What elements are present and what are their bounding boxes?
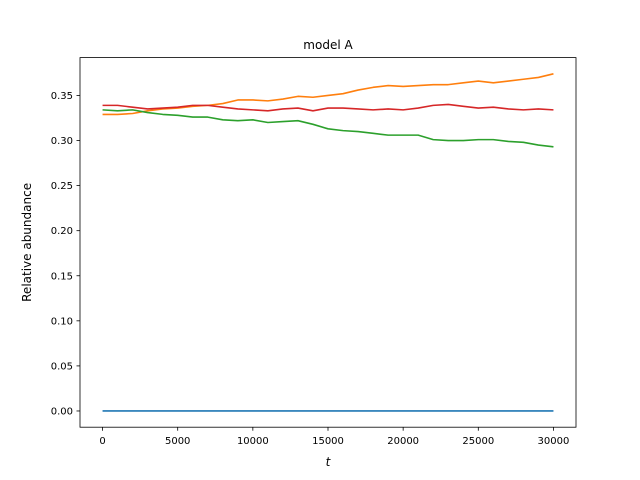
series-line-2 <box>102 103 554 112</box>
y-axis-label: Relative abundance <box>20 183 34 302</box>
x-tick-label: 20000 <box>387 436 419 447</box>
series-line-3 <box>102 109 554 148</box>
y-tick-label: 0.25 <box>51 181 73 192</box>
x-tick-label: 10000 <box>237 436 269 447</box>
series-line-1 <box>102 73 554 116</box>
x-axis: 0 5000 10000 15000 20000 25000 30000 <box>99 427 569 447</box>
y-tick-label: 0.30 <box>51 136 73 147</box>
x-tick-label: 15000 <box>312 436 344 447</box>
x-tick-label: 5000 <box>165 436 190 447</box>
y-tick-label: 0.05 <box>51 361 73 372</box>
x-tick-label: 30000 <box>538 436 570 447</box>
x-tick-label: 0 <box>99 436 105 447</box>
y-tick-label: 0.00 <box>51 406 73 417</box>
x-tick-label: 25000 <box>462 436 494 447</box>
x-axis-label: t <box>326 455 332 469</box>
y-tick-label: 0.35 <box>51 91 73 102</box>
series-layer <box>102 73 554 412</box>
chart-title: model A <box>303 38 353 52</box>
y-axis: 0.00 0.05 0.10 0.15 0.20 0.25 0.30 0.35 <box>51 91 80 417</box>
y-tick-label: 0.10 <box>51 316 73 327</box>
y-tick-label: 0.15 <box>51 271 73 282</box>
y-tick-label: 0.20 <box>51 226 73 237</box>
